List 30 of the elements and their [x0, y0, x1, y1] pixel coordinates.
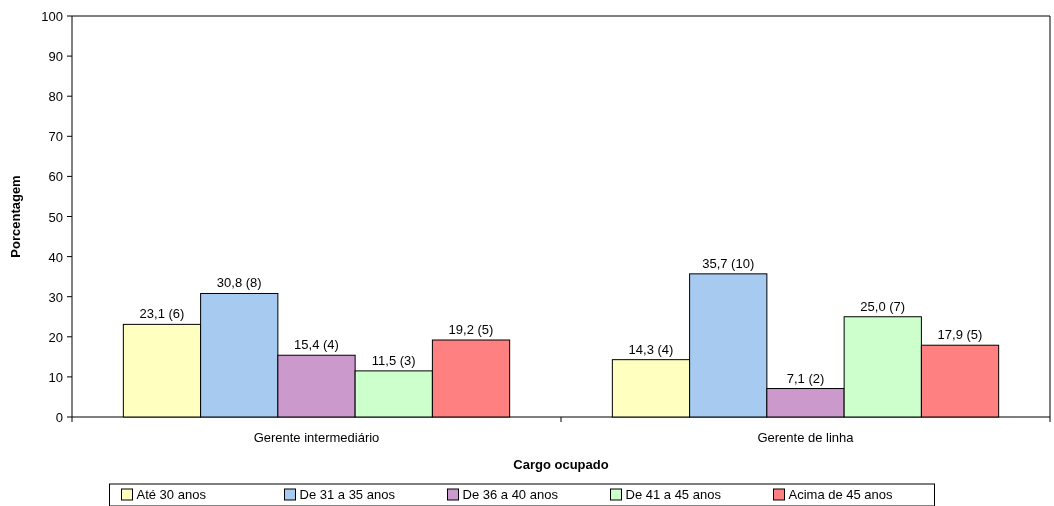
data-label: 23,1 (6): [139, 306, 185, 322]
data-label: 30,8 (8): [216, 275, 262, 291]
y-tick-label: 90: [48, 49, 63, 65]
y-axis-title: Porcentagem: [8, 175, 23, 258]
legend-label: Acima de 45 anos: [788, 487, 894, 502]
y-tick-label: 30: [48, 289, 63, 305]
y-tick-label: 50: [48, 209, 63, 225]
data-label: 25,0 (7): [860, 298, 906, 314]
y-tick-label: 60: [48, 169, 63, 185]
y-tick-label: 0: [55, 410, 63, 425]
x-tick-label: Gerente de linha: [757, 430, 855, 445]
x-axis-title: Cargo ocupado: [513, 457, 609, 472]
y-tick-label: 80: [48, 89, 63, 105]
legend-label: De 41 a 45 anos: [625, 487, 722, 502]
data-label: 15,4 (4): [294, 337, 339, 353]
legend-label: De 36 a 40 anos: [462, 487, 559, 502]
data-label: 14,3 (4): [628, 341, 674, 357]
data-label: 35,7 (10): [702, 255, 755, 271]
y-tick-label: 40: [48, 249, 63, 265]
legend-label: De 31 a 35 anos: [299, 487, 396, 502]
legend-label: Até 30 anos: [136, 487, 207, 502]
data-label: 11,5 (3): [371, 352, 416, 368]
y-tick-label: 100: [41, 9, 63, 24]
y-tick-label: 10: [48, 369, 63, 385]
data-label: 17,9 (5): [937, 327, 983, 343]
data-label: 7,1 (2): [786, 370, 825, 386]
y-tick-label: 70: [48, 129, 63, 145]
y-tick-label: 20: [48, 329, 63, 345]
data-label: 19,2 (5): [448, 322, 494, 338]
x-tick-label: Gerente intermediário: [253, 430, 380, 445]
